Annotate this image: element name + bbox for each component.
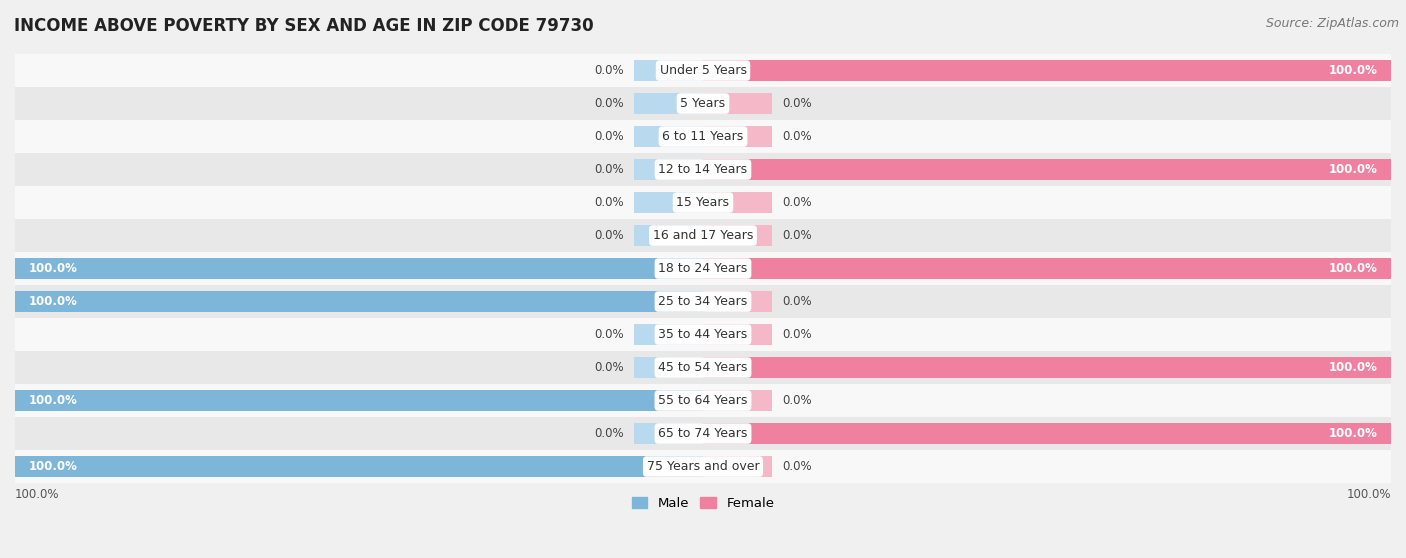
Text: 0.0%: 0.0% [782, 460, 811, 473]
Text: 55 to 64 Years: 55 to 64 Years [658, 394, 748, 407]
Bar [703, 357, 1391, 378]
Text: 25 to 34 Years: 25 to 34 Years [658, 295, 748, 308]
Bar [703, 424, 1391, 444]
Text: 0.0%: 0.0% [782, 328, 811, 341]
Text: 5 Years: 5 Years [681, 97, 725, 110]
Text: 0.0%: 0.0% [595, 97, 624, 110]
Text: 12 to 14 Years: 12 to 14 Years [658, 163, 748, 176]
Bar [703, 93, 772, 114]
Text: 100.0%: 100.0% [1329, 163, 1378, 176]
Text: 100.0%: 100.0% [28, 394, 77, 407]
Bar [634, 93, 703, 114]
Text: 100.0%: 100.0% [1329, 427, 1378, 440]
Bar [15, 258, 703, 279]
Text: 16 and 17 Years: 16 and 17 Years [652, 229, 754, 242]
Text: 0.0%: 0.0% [595, 64, 624, 77]
Text: 75 Years and over: 75 Years and over [647, 460, 759, 473]
Bar [15, 351, 1391, 384]
Legend: Male, Female: Male, Female [626, 492, 780, 515]
Text: 0.0%: 0.0% [595, 427, 624, 440]
Bar [15, 417, 1391, 450]
Bar [15, 318, 1391, 351]
Bar [634, 324, 703, 345]
Text: 0.0%: 0.0% [782, 295, 811, 308]
Text: INCOME ABOVE POVERTY BY SEX AND AGE IN ZIP CODE 79730: INCOME ABOVE POVERTY BY SEX AND AGE IN Z… [14, 17, 593, 35]
Bar [703, 390, 772, 411]
Text: 35 to 44 Years: 35 to 44 Years [658, 328, 748, 341]
Text: 18 to 24 Years: 18 to 24 Years [658, 262, 748, 275]
Bar [15, 120, 1391, 153]
Bar [703, 225, 772, 246]
Bar [703, 60, 1391, 81]
Bar [703, 291, 772, 312]
Bar [15, 291, 703, 312]
Bar [15, 390, 703, 411]
Bar [634, 126, 703, 147]
Bar [703, 193, 772, 213]
Text: Under 5 Years: Under 5 Years [659, 64, 747, 77]
Text: 0.0%: 0.0% [782, 229, 811, 242]
Text: 0.0%: 0.0% [595, 130, 624, 143]
Text: 65 to 74 Years: 65 to 74 Years [658, 427, 748, 440]
Bar [634, 193, 703, 213]
Bar [15, 456, 703, 477]
Text: 0.0%: 0.0% [595, 163, 624, 176]
Text: 45 to 54 Years: 45 to 54 Years [658, 361, 748, 374]
Text: 0.0%: 0.0% [782, 97, 811, 110]
Text: 0.0%: 0.0% [782, 130, 811, 143]
Bar [634, 357, 703, 378]
Text: Source: ZipAtlas.com: Source: ZipAtlas.com [1265, 17, 1399, 30]
Bar [15, 450, 1391, 483]
Bar [703, 456, 772, 477]
Text: 6 to 11 Years: 6 to 11 Years [662, 130, 744, 143]
Text: 0.0%: 0.0% [595, 361, 624, 374]
Text: 100.0%: 100.0% [28, 262, 77, 275]
Bar [634, 60, 703, 81]
Bar [15, 153, 1391, 186]
Bar [15, 87, 1391, 120]
Bar [15, 285, 1391, 318]
Bar [15, 54, 1391, 87]
Text: 0.0%: 0.0% [782, 196, 811, 209]
Bar [634, 225, 703, 246]
Bar [634, 424, 703, 444]
Text: 15 Years: 15 Years [676, 196, 730, 209]
Text: 100.0%: 100.0% [28, 460, 77, 473]
Text: 100.0%: 100.0% [28, 295, 77, 308]
Text: 0.0%: 0.0% [595, 196, 624, 209]
Bar [703, 126, 772, 147]
Bar [15, 252, 1391, 285]
Text: 100.0%: 100.0% [1329, 64, 1378, 77]
Text: 0.0%: 0.0% [595, 229, 624, 242]
Bar [703, 160, 1391, 180]
Bar [15, 384, 1391, 417]
Bar [15, 219, 1391, 252]
Text: 0.0%: 0.0% [595, 328, 624, 341]
Bar [15, 186, 1391, 219]
Bar [703, 324, 772, 345]
Text: 100.0%: 100.0% [1329, 262, 1378, 275]
Text: 100.0%: 100.0% [1347, 488, 1391, 501]
Bar [634, 160, 703, 180]
Text: 0.0%: 0.0% [782, 394, 811, 407]
Text: 100.0%: 100.0% [1329, 361, 1378, 374]
Text: 100.0%: 100.0% [15, 488, 59, 501]
Bar [703, 258, 1391, 279]
